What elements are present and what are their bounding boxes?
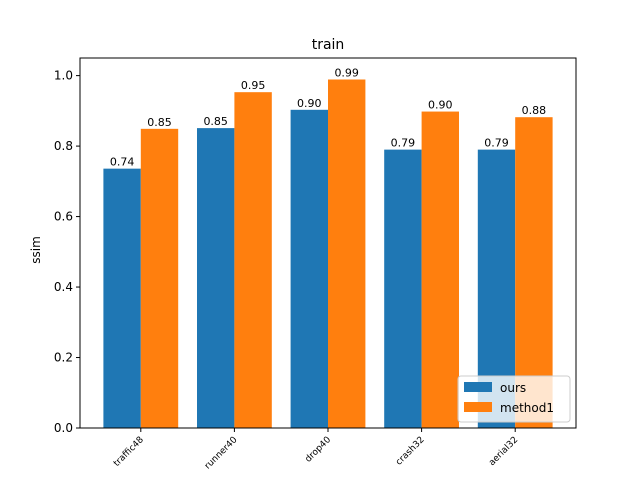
plot-frame bbox=[79, 57, 577, 429]
y-tick-label: 0.4 bbox=[54, 280, 73, 294]
bar-ours-drop40 bbox=[290, 109, 328, 429]
value-label-ours-traffic48: 0.74 bbox=[110, 156, 135, 169]
value-label-method1-drop40: 0.99 bbox=[334, 67, 359, 80]
legend-label-ours: ours bbox=[500, 381, 526, 395]
value-label-method1-crash32: 0.90 bbox=[428, 99, 453, 112]
chart-title: train bbox=[312, 37, 345, 53]
value-label-ours-crash32: 0.79 bbox=[391, 137, 416, 150]
y-axis-label: ssim bbox=[29, 236, 43, 264]
bar-method1-drop40 bbox=[328, 79, 366, 428]
bar-ours-traffic48 bbox=[103, 168, 141, 428]
x-tick-label-crash32: crash32 bbox=[394, 435, 427, 468]
y-tick-label: 1.0 bbox=[54, 69, 73, 83]
y-tick-label: 0.2 bbox=[54, 351, 73, 365]
value-label-ours-runner40: 0.85 bbox=[203, 115, 228, 128]
legend-swatch-method1 bbox=[464, 402, 492, 412]
bar-ours-runner40 bbox=[197, 128, 235, 428]
legend-label-method1: method1 bbox=[500, 401, 554, 415]
value-label-ours-aerial32: 0.79 bbox=[484, 137, 509, 150]
y-tick-label: 0.0 bbox=[54, 421, 73, 435]
value-label-method1-runner40: 0.95 bbox=[241, 79, 266, 92]
x-tick-label-runner40: runner40 bbox=[203, 435, 240, 472]
value-label-method1-traffic48: 0.85 bbox=[147, 116, 172, 129]
legend: ours method1 bbox=[457, 375, 571, 423]
x-axis-ticks: traffic48 runner40 drop40 crash32 aerial32 bbox=[112, 428, 520, 471]
y-tick-label: 0.6 bbox=[54, 210, 73, 224]
value-labels-layer: 0.74 0.85 0.90 0.79 0.79 0.85 0.95 0.99 0.90 0.88 bbox=[110, 67, 546, 169]
x-tick-label-aerial32: aerial32 bbox=[487, 435, 520, 468]
bar-method1-traffic48 bbox=[140, 128, 179, 428]
bar-method1-crash32 bbox=[421, 111, 459, 428]
bar-ours-crash32 bbox=[384, 149, 422, 428]
value-label-ours-drop40: 0.90 bbox=[297, 97, 322, 110]
x-tick-label-traffic48: traffic48 bbox=[112, 435, 146, 469]
bar-method1-runner40 bbox=[234, 92, 272, 429]
legend-swatch-ours bbox=[464, 382, 492, 392]
x-tick-label-drop40: drop40 bbox=[304, 435, 334, 465]
y-axis-ticks: 0.0 0.2 0.4 0.6 0.8 1.0 bbox=[54, 69, 80, 435]
y-tick-label: 0.8 bbox=[54, 139, 73, 153]
value-label-method1-aerial32: 0.88 bbox=[522, 104, 547, 117]
